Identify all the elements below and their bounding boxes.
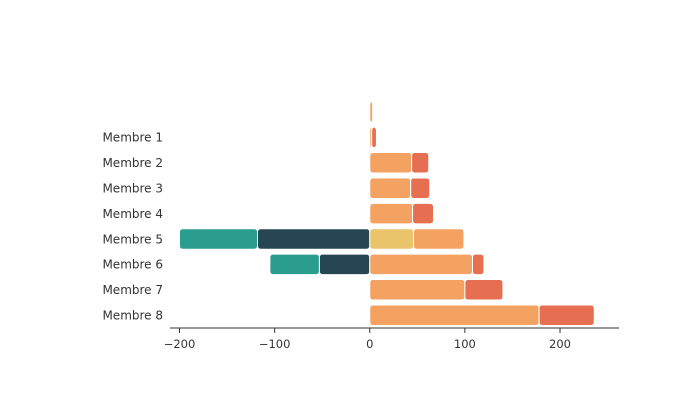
bar-segment [369, 228, 415, 250]
category-label: Membre 4 [102, 207, 163, 221]
bar-segment [369, 279, 466, 301]
x-tick-label: 0 [366, 337, 373, 351]
bar-segment [411, 152, 430, 174]
bar-segment [371, 126, 377, 149]
category-label: Membre 7 [102, 283, 163, 297]
x-tick-label: −200 [164, 337, 196, 351]
bar-segment [269, 253, 320, 276]
category-label: Membre 6 [102, 258, 163, 272]
bar-segment [369, 202, 414, 225]
bars-layer [179, 101, 595, 326]
bar-segment [318, 253, 371, 276]
bar-segment [472, 253, 485, 276]
bar-segment [464, 279, 504, 301]
category-label: Membre 2 [102, 156, 163, 170]
bar-segment [410, 177, 431, 199]
bar-segment [369, 101, 374, 123]
bar-segment [538, 304, 595, 326]
bar-segment [413, 228, 465, 250]
category-label: Membre 1 [102, 131, 163, 145]
bar-segment [369, 152, 413, 174]
bar-segment [369, 304, 540, 326]
x-axis-ticks: −200 −100 0 100 200 [164, 328, 571, 351]
x-tick-label: −100 [259, 337, 291, 351]
bar-segment [257, 228, 371, 250]
category-label: Membre 3 [102, 182, 163, 196]
category-labels: Membre 1 Membre 2 Membre 3 Membre 4 Membre 5… [102, 131, 163, 323]
bar-segment [369, 253, 474, 276]
x-tick-label: 100 [454, 337, 476, 351]
bar-segment [179, 228, 259, 250]
category-label: Membre 5 [102, 232, 163, 246]
bar-segment [412, 202, 435, 225]
bar-segment [369, 177, 412, 199]
category-label: Membre 8 [102, 309, 163, 323]
x-tick-label: 200 [549, 337, 571, 351]
